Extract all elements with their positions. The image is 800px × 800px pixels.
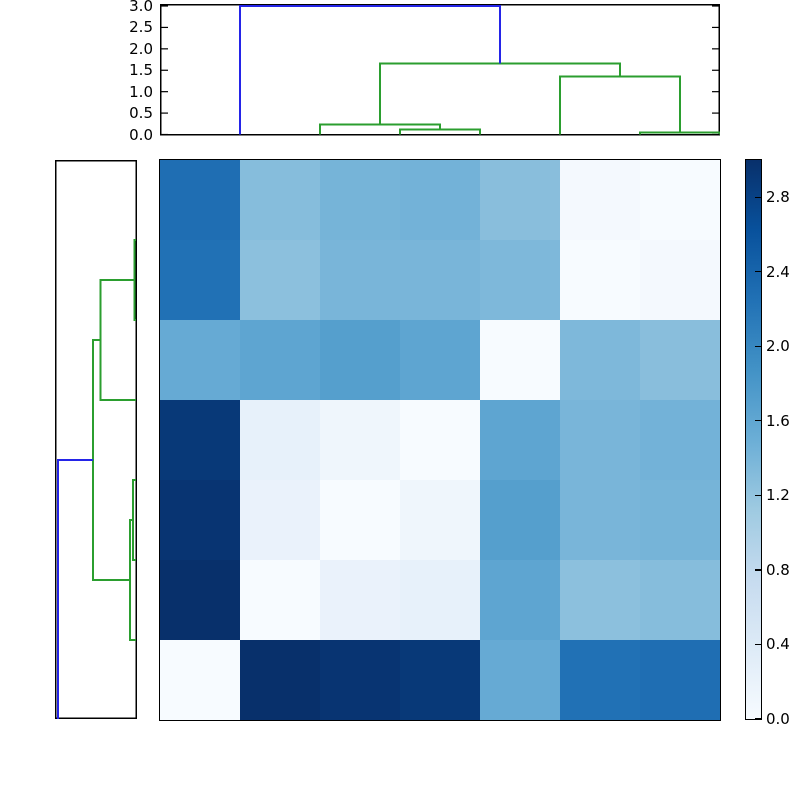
heatmap-cell-r5-c1 (160, 480, 240, 560)
colorbar-tick-label: 0.4 (766, 635, 790, 654)
heatmap-cell-r3-c5 (480, 320, 560, 400)
heatmap-cell-r4-c2 (240, 400, 320, 480)
heatmap-cell-r6-c2 (240, 560, 320, 640)
heatmap-cell-r5-c5 (480, 480, 560, 560)
tick-mark (755, 271, 761, 273)
heatmap-cell-r1-c4 (400, 160, 480, 240)
axes-frame (160, 4, 720, 136)
tick-mark (755, 643, 761, 646)
heatmap-cell-r6-c5 (480, 560, 560, 640)
heatmap-cell-r5-c4 (400, 480, 480, 560)
colorbar-tick-label: 2.4 (766, 262, 790, 281)
heatmap-cell-r3-c6 (560, 320, 640, 400)
top-dendrogram-y-tick-label: 0.0 (129, 125, 153, 144)
top-dendrogram-y-tick-label: 0.5 (129, 104, 153, 123)
tick-mark (755, 345, 761, 347)
heatmap-cell-r1-c5 (480, 160, 560, 240)
axes-frame (55, 160, 137, 719)
top-dendrogram (160, 4, 720, 136)
heatmap-cell-r3-c3 (320, 320, 400, 400)
dendrogram-link (379, 62, 621, 125)
top-dendrogram-y-tick-label: 2.5 (129, 18, 153, 37)
heatmap-cell-r1-c1 (160, 160, 240, 240)
heatmap-cell-r1-c3 (320, 160, 400, 240)
heatmap-cell-r1-c7 (640, 160, 720, 240)
tick-mark (755, 569, 761, 571)
tick-mark (755, 494, 761, 496)
colorbar-tick-label: 1.6 (766, 411, 790, 430)
dendrogram-link (99, 279, 136, 401)
heatmap-cell-r7-c6 (560, 640, 640, 720)
left-dendrogram (55, 160, 137, 719)
heatmap-cell-r3-c2 (240, 320, 320, 400)
dendrogram-link (559, 75, 681, 135)
heatmap-cell-r2-c2 (240, 240, 320, 320)
colorbar-tick-label: 2.0 (766, 337, 790, 356)
heatmap-cell-r2-c1 (160, 240, 240, 320)
tick-mark (755, 420, 761, 422)
heatmap-cell-r4-c4 (400, 400, 480, 480)
heatmap-cell-r5-c2 (240, 480, 320, 560)
heatmap-cell-r1-c6 (560, 160, 640, 240)
heatmap-cell-r5-c3 (320, 480, 400, 560)
heatmap-cell-r7-c2 (240, 640, 320, 720)
heatmap-cell-r4-c7 (640, 400, 720, 480)
tick-mark (755, 718, 761, 720)
heatmap-cell-r7-c4 (400, 640, 480, 720)
heatmap (159, 159, 721, 721)
heatmap-cell-r6-c7 (640, 560, 720, 640)
colorbar (745, 159, 762, 720)
heatmap-cell-r6-c1 (160, 560, 240, 640)
dendrogram-link (91, 339, 130, 581)
heatmap-cell-r7-c1 (160, 640, 240, 720)
heatmap-cell-r2-c7 (640, 240, 720, 320)
top-dendrogram-y-tick-label: 3.0 (129, 0, 153, 16)
dendrogram-link (57, 459, 136, 719)
heatmap-cell-r4-c1 (160, 400, 240, 480)
heatmap-cell-r2-c6 (560, 240, 640, 320)
heatmap-cell-r7-c5 (480, 640, 560, 720)
heatmap-cell-r1-c2 (240, 160, 320, 240)
heatmap-cell-r6-c6 (560, 560, 640, 640)
heatmap-cell-r4-c3 (320, 400, 400, 480)
colorbar-tick-label: 1.2 (766, 486, 790, 505)
heatmap-cell-r3-c1 (160, 320, 240, 400)
heatmap-cell-r6-c3 (320, 560, 400, 640)
top-dendrogram-y-tick-label: 2.0 (129, 39, 153, 58)
heatmap-cell-r4-c5 (480, 400, 560, 480)
heatmap-cell-r2-c4 (400, 240, 480, 320)
colorbar-tick-label: 2.8 (766, 188, 790, 207)
heatmap-cell-r3-c7 (640, 320, 720, 400)
heatmap-cell-r5-c6 (560, 480, 640, 560)
heatmap-cell-r7-c7 (640, 640, 720, 720)
dendrogram-link (399, 128, 481, 135)
colorbar-tick-label: 0.8 (766, 560, 790, 579)
heatmap-cell-r6-c4 (400, 560, 480, 640)
colorbar-tick-label: 0.0 (766, 710, 790, 728)
heatmap-cell-r2-c3 (320, 240, 400, 320)
tick-mark (755, 196, 761, 198)
top-dendrogram-y-tick-label: 1.0 (129, 82, 153, 101)
heatmap-cell-r3-c4 (400, 320, 480, 400)
heatmap-cell-r7-c3 (320, 640, 400, 720)
heatmap-cell-r5-c7 (640, 480, 720, 560)
heatmap-cell-r4-c6 (560, 400, 640, 480)
dendrogram-link (239, 5, 501, 135)
top-dendrogram-y-tick-label: 1.5 (129, 61, 153, 80)
heatmap-cell-r2-c5 (480, 240, 560, 320)
